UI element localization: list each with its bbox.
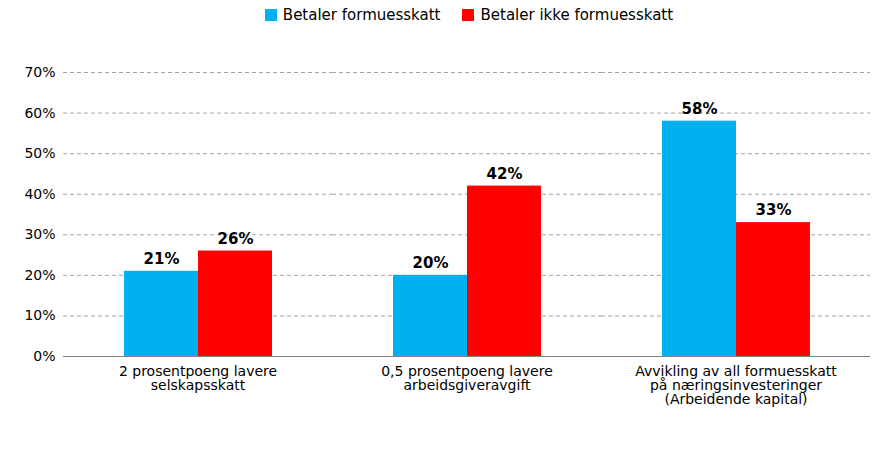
svg-text:2 prosentpoeng lavereselskapss: 2 prosentpoeng lavereselskapsskatt bbox=[119, 363, 277, 393]
svg-text:0%: 0% bbox=[33, 348, 55, 364]
svg-text:58%: 58% bbox=[682, 100, 718, 118]
svg-text:60%: 60% bbox=[24, 105, 55, 121]
html-text:Betaler formuesskatt: Betaler formuesskatt bbox=[282, 6, 441, 24]
svg-text:50%: 50% bbox=[24, 145, 55, 161]
svg-text:20%: 20% bbox=[24, 267, 55, 283]
svg-text:40%: 40% bbox=[24, 186, 55, 202]
html-text:Betaler ikke formuesskatt: Betaler ikke formuesskatt bbox=[480, 6, 674, 24]
svg-text:42%: 42% bbox=[487, 165, 523, 183]
svg-text:0,5 prosentpoeng laverearbeids: 0,5 prosentpoeng laverearbeidsgiveravgif… bbox=[381, 363, 553, 393]
svg-text:20%: 20% bbox=[413, 254, 449, 272]
svg-text:70%: 70% bbox=[24, 64, 55, 80]
svg-text:26%: 26% bbox=[218, 230, 254, 248]
svg-text:10%: 10% bbox=[24, 307, 55, 323]
svg-text:Avvikling av all formuesskattp: Avvikling av all formuesskattpå næringsi… bbox=[635, 363, 837, 407]
svg-text:21%: 21% bbox=[144, 250, 180, 268]
svg-text:30%: 30% bbox=[24, 226, 55, 242]
svg-text:33%: 33% bbox=[756, 201, 792, 219]
